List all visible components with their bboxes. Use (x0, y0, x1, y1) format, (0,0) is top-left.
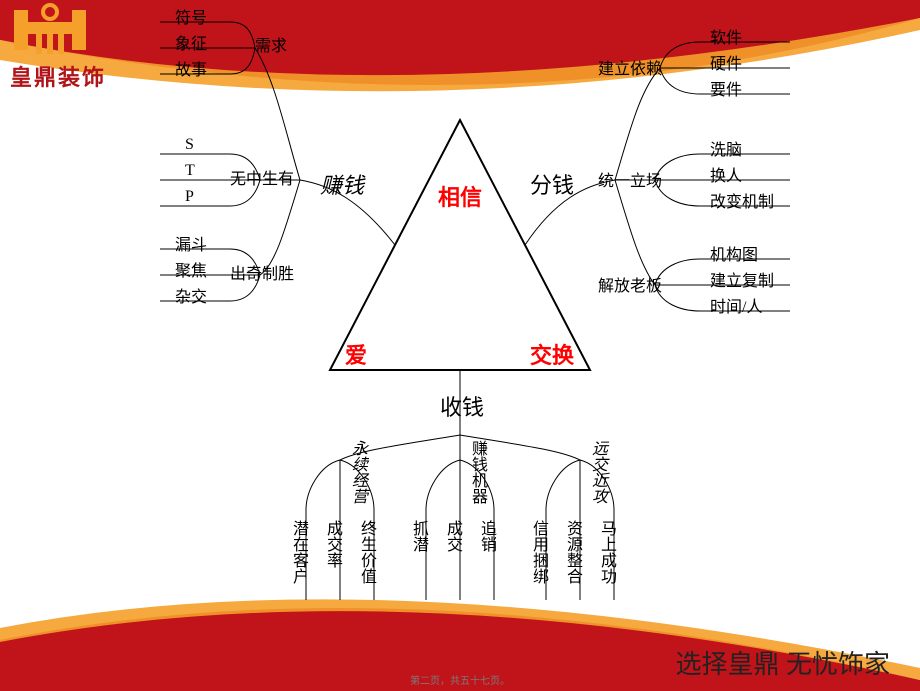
diagram-lines (0, 0, 920, 691)
bottom-leaf: 终生价值 (354, 520, 378, 584)
triangle-top-label: 相信 (438, 180, 482, 212)
bottom-leaf: 马上成功 (594, 520, 618, 584)
right-branch-1-label: 统一立场 (598, 167, 662, 191)
bottom-leaf: 追销 (474, 520, 498, 552)
spoke-left: 赚钱 (320, 168, 364, 200)
left-leaf: 聚焦 (175, 257, 207, 281)
left-branch-1-label: 无中生有 (230, 165, 294, 189)
left-leaf: 杂交 (175, 283, 207, 307)
spoke-right: 分钱 (530, 168, 574, 200)
bottom-branch-0-label: 永续经营 (345, 440, 369, 504)
right-branch-2-label: 解放老板 (598, 272, 662, 296)
triangle-right-label: 交换 (530, 338, 574, 370)
spoke-bottom: 收钱 (440, 390, 484, 422)
page-footer: 第二页，共五十七页。 (410, 672, 510, 687)
left-leaf: 象征 (175, 30, 207, 54)
left-leaf: 符号 (175, 4, 207, 28)
right-leaf: 要件 (710, 76, 742, 100)
bottom-branch-1-label: 赚钱机器 (465, 440, 489, 504)
bottom-leaf: 资源整合 (560, 520, 584, 584)
bottom-leaf: 抓潜 (406, 520, 430, 552)
right-leaf: 改变机制 (710, 188, 774, 212)
right-leaf: 机构图 (710, 241, 758, 265)
bottom-leaf: 潜在客户 (286, 520, 310, 584)
triangle-left-label: 爱 (345, 338, 367, 370)
left-leaf: P (185, 188, 194, 206)
diagram-stage: 皇鼎装饰 选择皇鼎 无忧饰家 (0, 0, 920, 691)
right-leaf: 换人 (710, 162, 742, 186)
bottom-leaf: 成交 (440, 520, 464, 552)
left-branch-0-label: 需求 (255, 32, 287, 56)
left-leaf: S (185, 136, 194, 154)
right-leaf: 软件 (710, 24, 742, 48)
bottom-leaf: 信用捆绑 (526, 520, 550, 584)
right-leaf: 时间/人 (710, 293, 762, 317)
left-leaf: 漏斗 (175, 231, 207, 255)
left-leaf: T (185, 162, 195, 180)
right-leaf: 洗脑 (710, 136, 742, 160)
right-leaf: 建立复制 (710, 267, 774, 291)
left-branch-2-label: 出奇制胜 (230, 260, 294, 284)
right-leaf: 硬件 (710, 50, 742, 74)
bottom-leaf: 成交率 (320, 520, 344, 568)
right-branch-0-label: 建立依赖 (598, 55, 662, 79)
left-leaf: 故事 (175, 56, 207, 80)
bottom-branch-2-label: 远交近攻 (585, 440, 609, 504)
